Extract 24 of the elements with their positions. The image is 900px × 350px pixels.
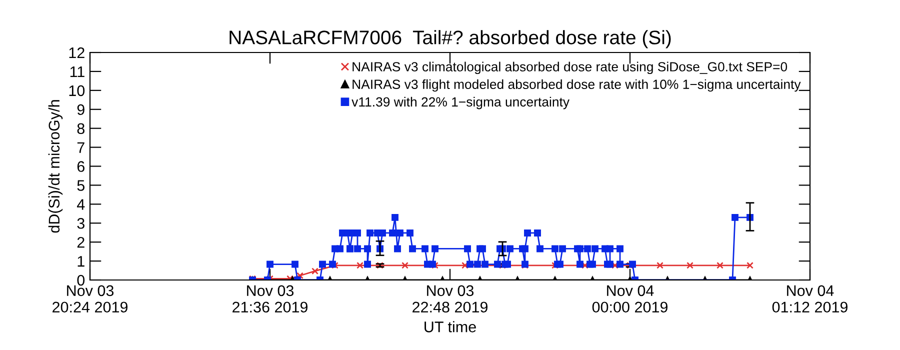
- y-tick-label: 12: [69, 47, 84, 58]
- x-tick-label: Nov 03 22:48 2019: [412, 285, 488, 313]
- y-tick-label: 9: [77, 104, 84, 116]
- y-tick-label: 3: [77, 218, 84, 229]
- y-tick-label: 5: [77, 180, 84, 191]
- y-tick-label: 10: [69, 85, 85, 96]
- x-tick-label: Nov 03 20:24 2019: [52, 285, 128, 313]
- x-tick-label: Nov 04 00:00 2019: [592, 285, 668, 313]
- x-axis-title: UT time: [424, 321, 476, 332]
- x-tick-label: Nov 03 21:36 2019: [232, 285, 308, 313]
- y-axis-title: dD(Si)/dt microGy/h: [48, 100, 63, 233]
- y-tick-label: 4: [76, 199, 85, 210]
- y-tick-label: 11: [70, 66, 84, 77]
- y-tick-label: 0: [77, 274, 85, 286]
- y-tick-label: 7: [77, 142, 84, 153]
- legend-label: v11.39 with 22% 1−sigma uncertainty: [352, 96, 570, 110]
- chart-title: NASALaRCFM7006 Tail#? absorbed dose rate (Si): [230, 30, 671, 48]
- y-tick-label: 2: [77, 236, 84, 248]
- legend-label: NAIRAS v3 climatological absorbed dose rate using SiDose_G0.txt SEP=0: [352, 62, 788, 74]
- y-tick-label: 1: [78, 256, 84, 267]
- y-tick-label: 8: [77, 123, 84, 134]
- y-tick-label: 6: [77, 161, 84, 172]
- legend-label: NAIRAS v3 flight modeled absorbed dose rate with 10% 1−sigma uncertainty: [352, 79, 801, 92]
- x-tick-label: Nov 04 01:12 2019: [772, 285, 848, 313]
